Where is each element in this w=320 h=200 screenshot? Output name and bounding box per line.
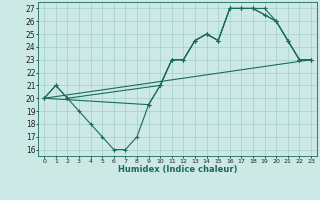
- X-axis label: Humidex (Indice chaleur): Humidex (Indice chaleur): [118, 165, 237, 174]
